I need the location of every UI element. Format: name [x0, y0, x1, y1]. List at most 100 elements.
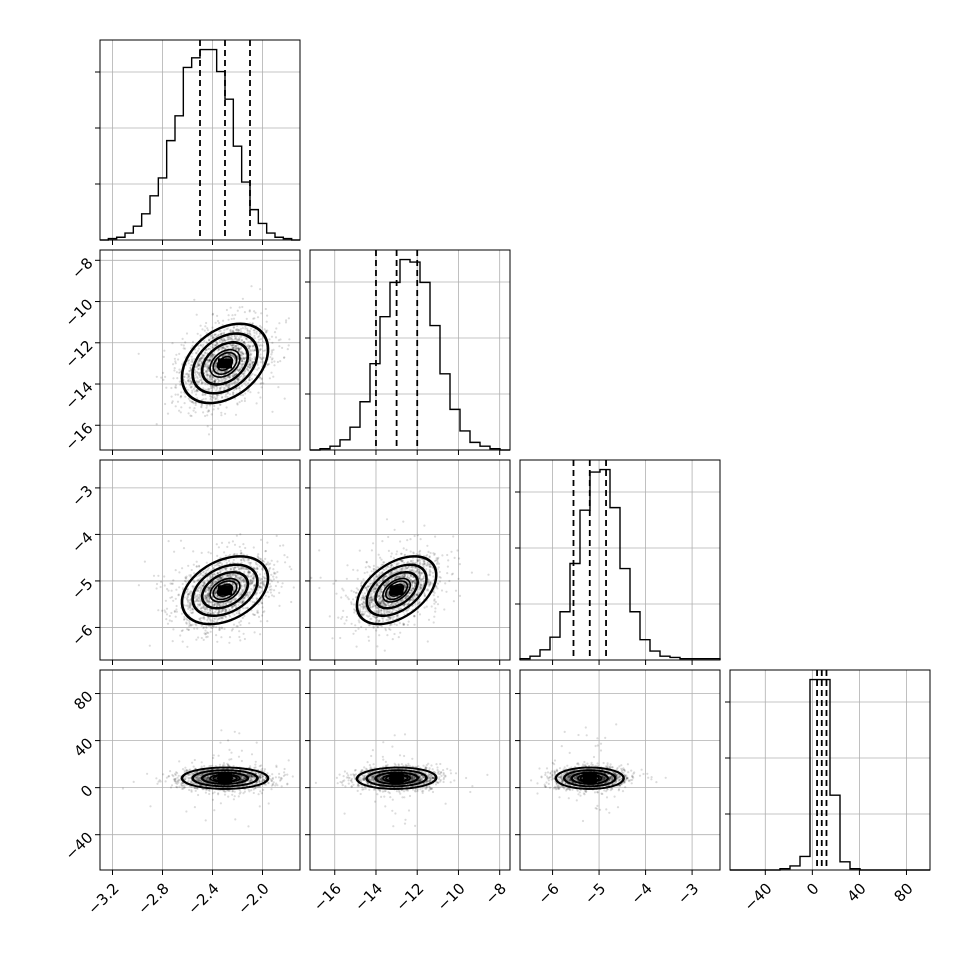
- scatter-point: [263, 580, 266, 583]
- scatter-point: [231, 329, 235, 332]
- scatter-point: [229, 328, 232, 332]
- scatter-point: [378, 571, 381, 574]
- scatter-point: [272, 578, 275, 581]
- scatter-point: [235, 378, 238, 381]
- scatter-point: [214, 364, 217, 367]
- scatter-point: [224, 554, 227, 557]
- scatter-point: [227, 318, 230, 321]
- scatter-point: [423, 524, 426, 527]
- scatter-point: [208, 375, 212, 378]
- scatter-point: [391, 618, 394, 621]
- scatter-point: [224, 412, 227, 415]
- scatter-point: [217, 333, 220, 336]
- scatter-point: [235, 625, 238, 628]
- scatter-point: [238, 635, 241, 639]
- scatter-point: [231, 374, 234, 377]
- scatter-point: [237, 387, 240, 390]
- scatter-point: [388, 627, 391, 631]
- scatter-point: [238, 328, 241, 332]
- scatter-point: [372, 568, 376, 571]
- scatter-point: [250, 327, 253, 330]
- scatter-point: [284, 321, 288, 324]
- scatter-point: [241, 360, 244, 363]
- scatter-point: [225, 574, 229, 578]
- scatter-point: [193, 407, 196, 410]
- scatter-point: [219, 333, 222, 336]
- scatter-point: [224, 339, 227, 342]
- scatter-point: [199, 360, 202, 363]
- scatter-point: [232, 355, 235, 358]
- scatter-point: [181, 640, 184, 643]
- scatter-point: [240, 558, 243, 562]
- scatter-point: [222, 346, 225, 349]
- scatter-point: [209, 398, 212, 401]
- scatter-point: [248, 365, 251, 368]
- scatter-point: [186, 645, 189, 648]
- scatter-point: [215, 634, 218, 637]
- scatter-point: [175, 604, 178, 608]
- scatter-point: [233, 334, 236, 337]
- scatter-point: [210, 584, 213, 587]
- scatter-point: [196, 389, 200, 392]
- scatter-point: [229, 376, 232, 379]
- scatter-point: [251, 362, 254, 365]
- scatter-point: [196, 603, 200, 606]
- scatter-point: [187, 379, 190, 382]
- scatter-point: [229, 384, 232, 387]
- scatter-point: [221, 347, 224, 350]
- scatter-point: [195, 352, 198, 355]
- scatter-point: [171, 400, 174, 403]
- scatter-point: [352, 568, 355, 571]
- scatter-point: [240, 384, 243, 387]
- scatter-point: [269, 591, 272, 594]
- scatter-point: [364, 628, 368, 631]
- scatter-point: [187, 362, 190, 365]
- scatter-point: [162, 378, 165, 381]
- scatter-point: [184, 380, 187, 383]
- scatter-point: [204, 325, 207, 328]
- scatter-point: [377, 608, 380, 611]
- scatter-point: [258, 324, 262, 328]
- scatter-point: [216, 319, 220, 323]
- scatter-point: [262, 356, 265, 359]
- scatter-point: [237, 348, 241, 351]
- scatter-point: [270, 353, 273, 356]
- scatter-point: [380, 588, 383, 591]
- scatter-point: [228, 353, 231, 356]
- scatter-point: [400, 552, 403, 555]
- scatter-point: [248, 359, 252, 362]
- scatter-point: [236, 402, 239, 405]
- scatter-point: [178, 371, 181, 374]
- scatter-point: [278, 322, 281, 325]
- scatter-point: [196, 381, 199, 384]
- scatter-point: [278, 604, 281, 608]
- scatter-point: [182, 347, 185, 350]
- scatter-point: [279, 544, 282, 547]
- scatter-point: [199, 358, 202, 362]
- scatter-point: [214, 397, 217, 400]
- scatter-point: [261, 602, 264, 605]
- scatter-point: [210, 626, 213, 630]
- scatter-point: [379, 592, 382, 595]
- scatter-point: [197, 368, 200, 371]
- scatter-point: [260, 377, 263, 380]
- scatter-point: [236, 347, 240, 350]
- scatter-point: [261, 360, 265, 363]
- scatter-point: [238, 369, 241, 372]
- scatter-point: [456, 549, 459, 552]
- scatter-point: [240, 339, 243, 342]
- scatter-point: [419, 549, 422, 552]
- scatter-point: [453, 556, 456, 560]
- scatter-point: [165, 613, 169, 616]
- scatter-point: [193, 357, 196, 361]
- scatter-point: [232, 381, 235, 385]
- scatter-point: [290, 600, 293, 604]
- scatter-point: [224, 385, 227, 388]
- scatter-point: [224, 608, 227, 611]
- scatter-point: [235, 612, 238, 615]
- scatter-point: [204, 610, 207, 614]
- scatter-point: [235, 336, 238, 339]
- scatter-point: [204, 393, 207, 396]
- scatter-point: [213, 380, 216, 383]
- scatter-point: [211, 326, 214, 329]
